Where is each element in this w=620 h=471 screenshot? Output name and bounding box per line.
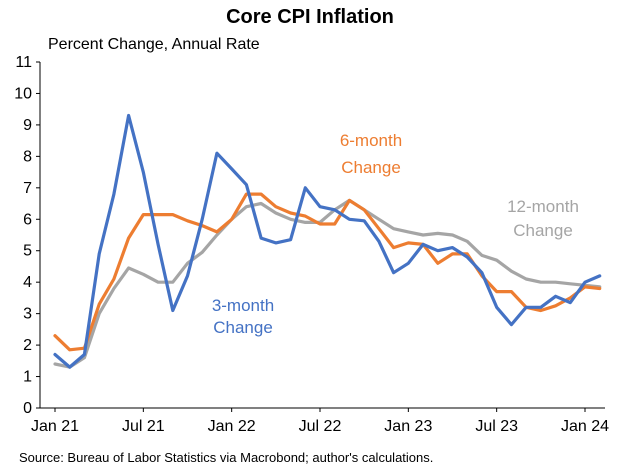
y-tick-label: 4 [23,274,32,291]
series-lines [53,113,602,369]
series-label-6-month: Change [341,158,401,177]
y-tick-label: 0 [23,400,32,417]
y-tick-label: 8 [23,148,32,165]
chart-subtitle: Percent Change, Annual Rate [48,36,260,53]
x-tick-label: Jul 21 [122,418,165,435]
y-tick-label: 5 [23,243,32,260]
x-tick-label: Jan 21 [31,418,79,435]
x-tick-label: Jan 23 [384,418,432,435]
series-line-6-month [53,192,602,352]
series-label-12-month: 12-month [507,197,579,216]
x-tick-label: Jul 22 [299,418,342,435]
y-tick-label: 2 [23,337,32,354]
x-tick-label: Jul 23 [475,418,518,435]
y-tick-label: 6 [23,211,32,228]
series-label-12-month: Change [513,221,573,240]
series-labels: 3-month Change 6-month Change 12-month Change [212,131,579,337]
chart-title: Core CPI Inflation [226,6,394,28]
series-line-12-month [53,198,602,369]
source-note: Source: Bureau of Labor Statistics via M… [19,450,434,465]
axes: 0 1 2 3 4 5 6 7 8 9 10 11 Jan 21 Jul 21 Jan 22 Jul 22 Ja… [14,54,609,435]
y-tick-label: 7 [23,180,32,197]
series-line-3-month [53,113,602,369]
x-tick-label: Jan 22 [208,418,256,435]
series-label-3-month: 3-month [212,296,274,315]
y-tick-label: 1 [23,369,32,386]
y-tick-label: 9 [23,117,32,134]
y-tick-label: 10 [14,85,32,102]
series-label-6-month: 6-month [340,131,402,150]
y-tick-label: 11 [15,54,32,71]
series-label-3-month: Change [213,318,273,337]
y-tick-label: 3 [23,306,32,323]
x-tick-label: Jan 24 [561,418,609,435]
